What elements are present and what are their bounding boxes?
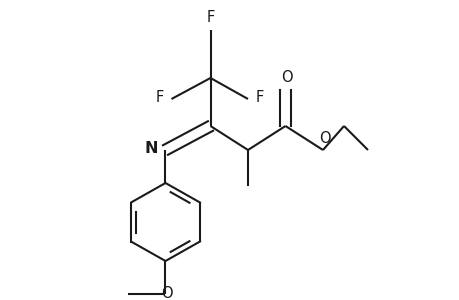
Text: F: F	[206, 11, 214, 26]
Text: F: F	[255, 90, 263, 105]
Text: O: O	[318, 131, 330, 146]
Text: F: F	[156, 90, 164, 105]
Text: O: O	[161, 286, 173, 300]
Text: O: O	[280, 70, 292, 86]
Text: N: N	[144, 141, 157, 156]
